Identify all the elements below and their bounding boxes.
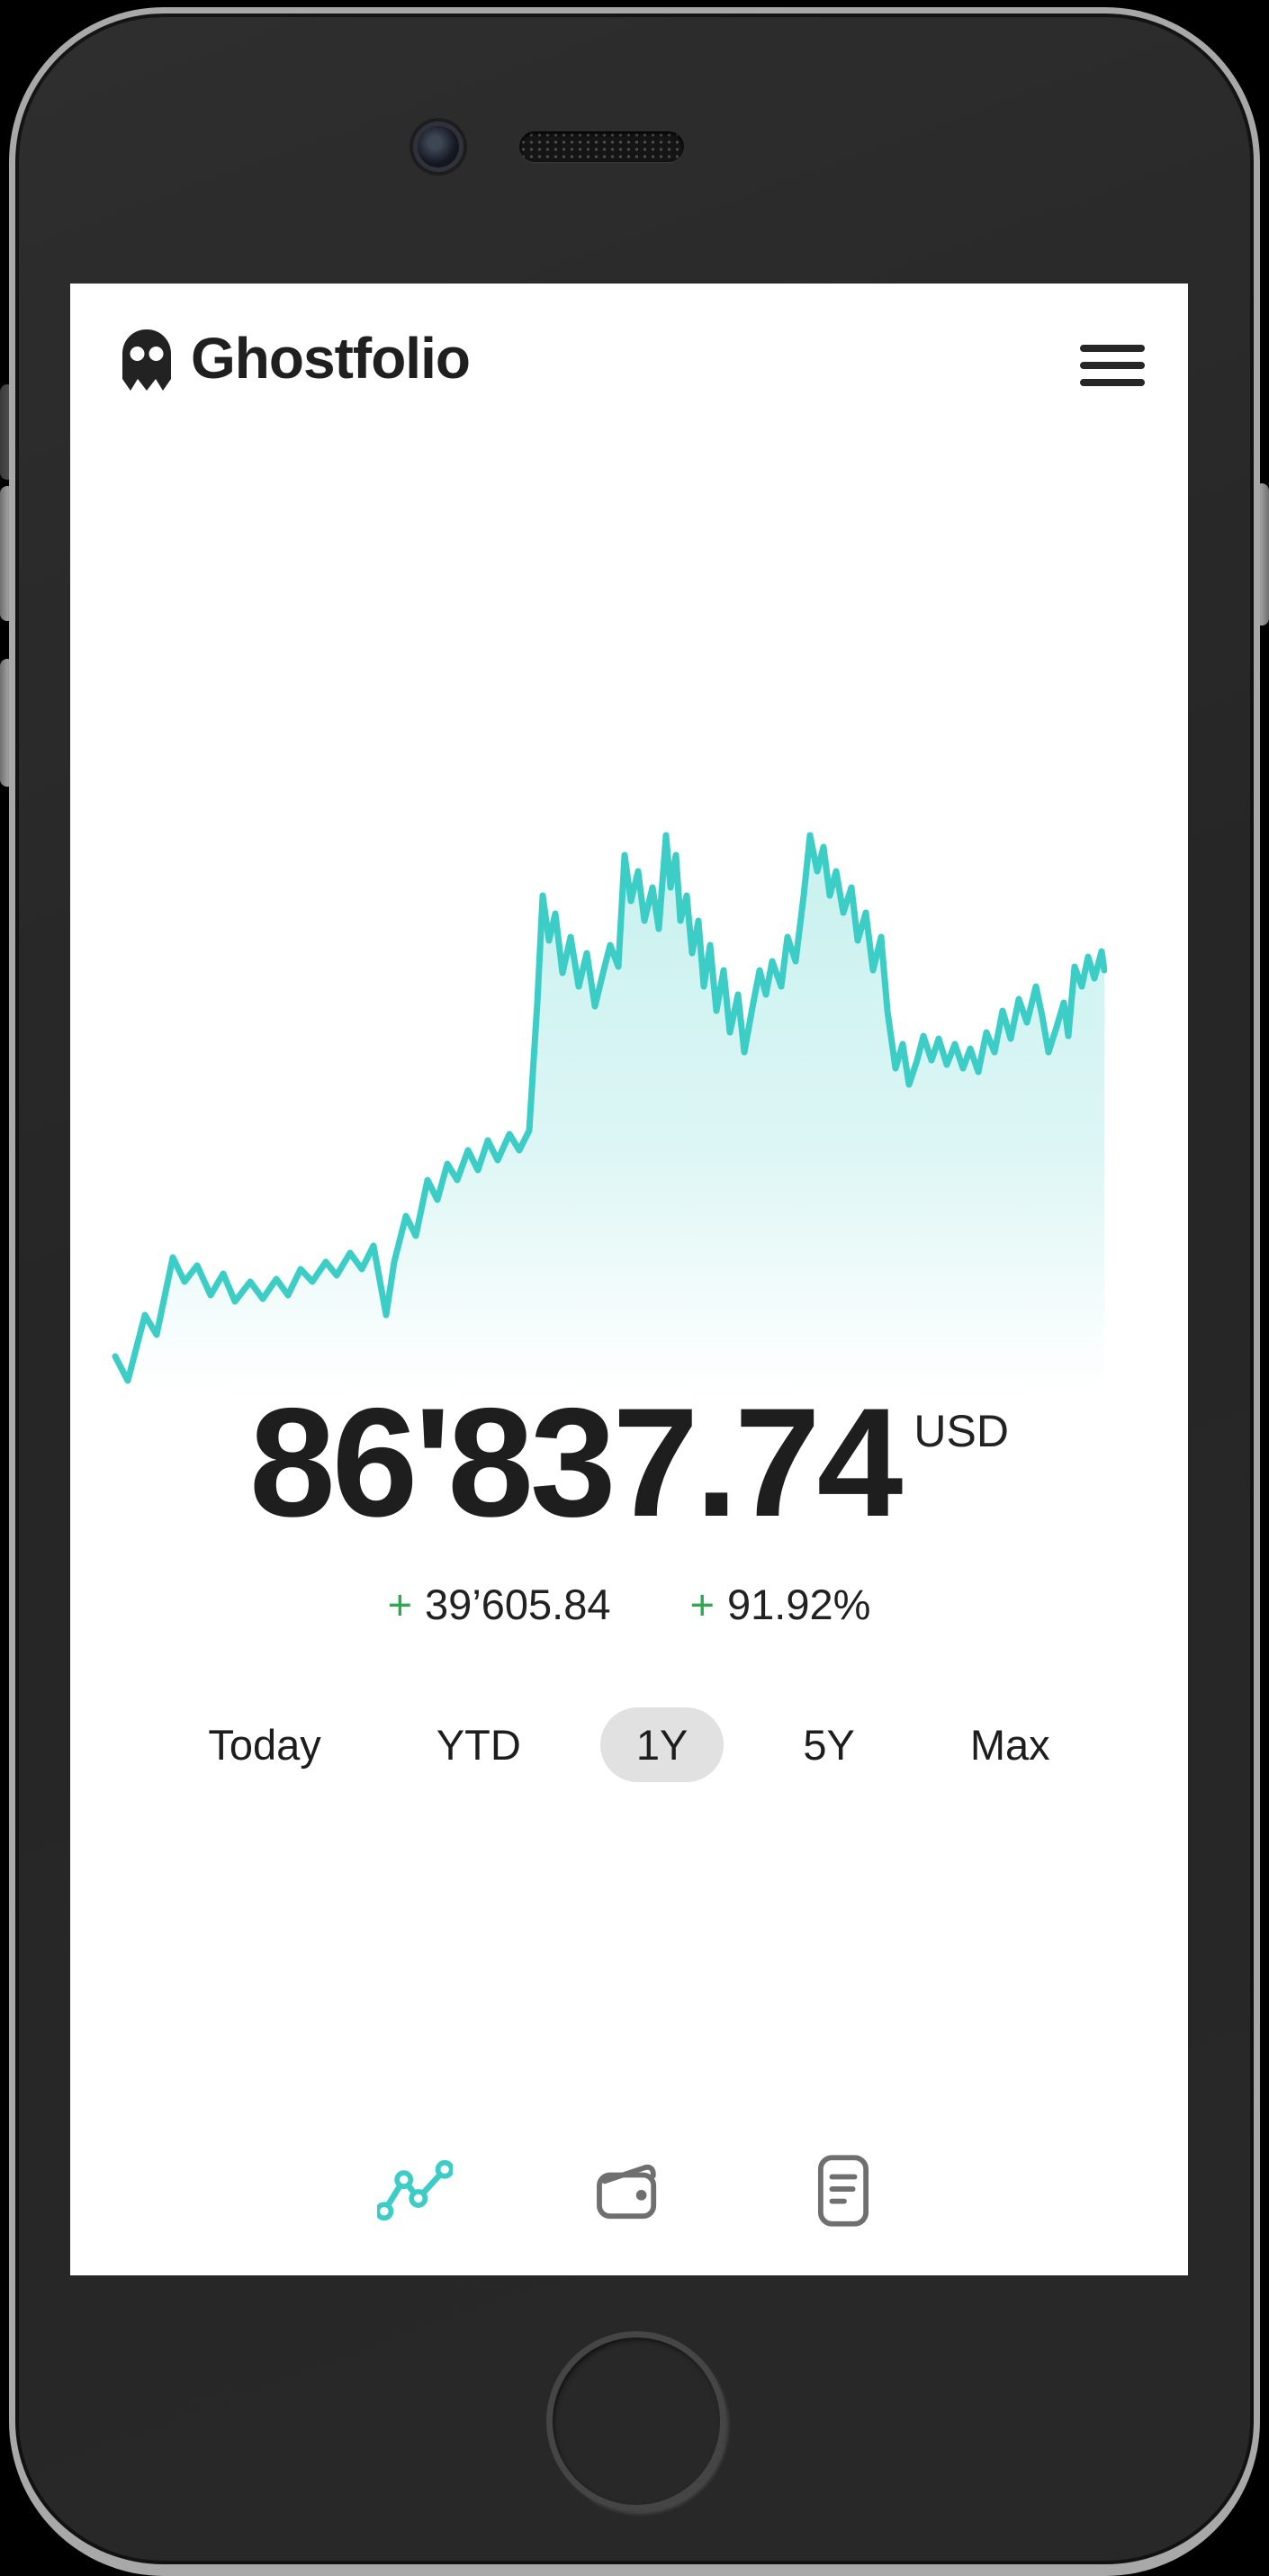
ghost-logo-icon <box>122 329 171 391</box>
range-button-today[interactable]: Today <box>172 1707 356 1782</box>
performance-chart <box>108 828 1108 1391</box>
document-icon <box>817 2155 869 2227</box>
wallet-icon <box>597 2164 657 2220</box>
range-button-1y[interactable]: 1Y <box>599 1707 724 1782</box>
performance-change-row: +39’605.84 +91.92% <box>70 1580 1188 1630</box>
plus-sign: + <box>387 1581 413 1628</box>
app-title: Ghostfolio <box>191 326 471 391</box>
hamburger-bar <box>1080 345 1145 352</box>
nav-item-accounts[interactable] <box>590 2151 669 2230</box>
change-absolute: +39’605.84 <box>388 1580 611 1630</box>
plus-sign: + <box>689 1581 715 1628</box>
app-header: Ghostfolio <box>70 284 1188 428</box>
line-chart-icon <box>377 2159 453 2221</box>
nav-item-performance[interactable] <box>375 2151 454 2230</box>
range-button-5y[interactable]: 5Y <box>767 1707 891 1782</box>
date-range-selector: Today YTD 1Y 5Y Max <box>70 1707 1188 1782</box>
hamburger-bar <box>1080 362 1145 369</box>
portfolio-value-row: 86'837.74 USD <box>70 1385 1188 1540</box>
change-absolute-value: 39’605.84 <box>425 1581 611 1628</box>
home-button[interactable] <box>546 2331 726 2511</box>
range-button-ytd[interactable]: YTD <box>400 1707 557 1782</box>
earpiece-speaker <box>519 131 684 162</box>
change-percent: +91.92% <box>690 1580 871 1630</box>
chart-area-fill <box>115 835 1104 1391</box>
range-button-max[interactable]: Max <box>934 1707 1086 1782</box>
currency-label: USD <box>914 1406 1009 1456</box>
app-screen: Ghostfolio 86'837.74 <box>70 284 1188 2275</box>
line-chart <box>112 832 1108 1391</box>
portfolio-total-value: 86'837.74 <box>249 1376 903 1549</box>
front-camera <box>418 126 459 167</box>
hamburger-menu-icon[interactable] <box>1080 345 1145 386</box>
hamburger-bar <box>1080 379 1145 386</box>
change-percent-value: 91.92% <box>726 1581 871 1628</box>
nav-item-reports[interactable] <box>804 2151 883 2230</box>
bottom-navigation <box>70 2151 1188 2230</box>
chart-line <box>112 832 1108 1384</box>
